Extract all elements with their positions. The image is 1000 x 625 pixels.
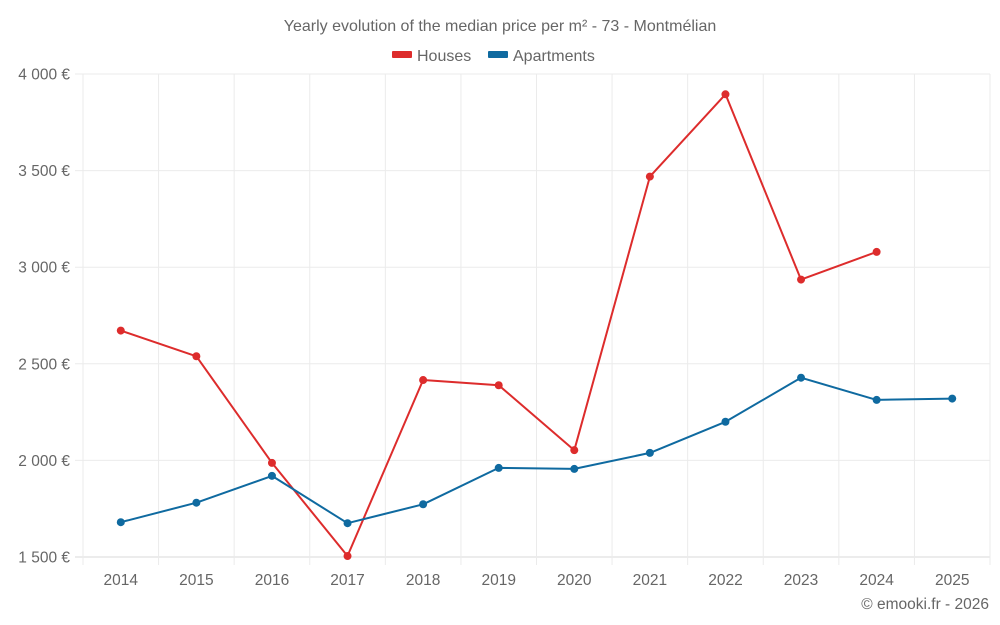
data-point-houses-2018[interactable] <box>419 376 428 385</box>
legend-swatch-houses <box>392 51 412 58</box>
legend-swatch-apartments <box>488 51 508 58</box>
data-point-houses-2021[interactable] <box>645 172 654 181</box>
data-point-houses-2020[interactable] <box>570 446 579 455</box>
y-tick-label: 3 000 € <box>18 260 70 277</box>
data-point-apartments-2021[interactable] <box>645 448 654 457</box>
series-houses <box>116 90 881 561</box>
data-point-apartments-2018[interactable] <box>419 500 428 509</box>
x-tick-label: 2021 <box>633 572 667 589</box>
x-tick-label: 2025 <box>935 572 969 589</box>
grid <box>75 73 991 565</box>
y-tick-label: 3 500 € <box>18 163 70 180</box>
x-axis: 2014 2015 2016 2017 2018 2019 2020 2021 2022 2023… <box>104 572 970 589</box>
credit-text: © emooki.fr - 2026 <box>861 596 989 613</box>
x-tick-label: 2018 <box>406 572 440 589</box>
data-point-houses-2022[interactable] <box>721 90 730 99</box>
data-point-apartments-2025[interactable] <box>948 394 957 403</box>
data-point-apartments-2017[interactable] <box>343 519 352 528</box>
x-tick-label: 2014 <box>104 572 139 589</box>
data-point-apartments-2014[interactable] <box>116 518 125 527</box>
data-point-apartments-2015[interactable] <box>192 498 201 507</box>
series-apartments <box>116 373 957 528</box>
y-tick-label: 2 500 € <box>18 356 70 373</box>
legend: Houses Apartments <box>392 48 595 65</box>
data-point-houses-2016[interactable] <box>267 458 276 467</box>
chart-title: Yearly evolution of the median price per… <box>284 18 717 35</box>
data-point-apartments-2020[interactable] <box>570 464 579 473</box>
y-axis: 1 500 € 2 000 € 2 500 € 3 000 € 3 500 € 4 000… <box>18 67 70 567</box>
y-tick-label: 1 500 € <box>18 550 70 567</box>
data-point-houses-2024[interactable] <box>872 247 881 256</box>
y-tick-label: 4 000 € <box>18 67 70 84</box>
data-point-apartments-2023[interactable] <box>797 373 806 382</box>
y-tick-label: 2 000 € <box>18 453 70 470</box>
series <box>116 90 957 561</box>
x-tick-label: 2023 <box>784 572 818 589</box>
x-tick-label: 2024 <box>859 572 894 589</box>
data-point-houses-2023[interactable] <box>797 275 806 284</box>
data-point-apartments-2019[interactable] <box>494 463 503 472</box>
x-tick-label: 2015 <box>179 572 213 589</box>
data-point-houses-2017[interactable] <box>343 552 352 561</box>
legend-label-houses[interactable]: Houses <box>417 48 471 65</box>
x-tick-label: 2016 <box>255 572 289 589</box>
data-point-houses-2019[interactable] <box>494 381 503 390</box>
series-line-apartments <box>120 376 953 525</box>
data-point-apartments-2016[interactable] <box>267 471 276 480</box>
data-point-apartments-2022[interactable] <box>721 417 730 426</box>
x-tick-label: 2022 <box>708 572 742 589</box>
data-point-houses-2014[interactable] <box>116 326 125 335</box>
legend-label-apartments[interactable]: Apartments <box>513 48 595 65</box>
x-tick-label: 2019 <box>481 572 515 589</box>
data-point-houses-2015[interactable] <box>192 352 201 361</box>
data-point-apartments-2024[interactable] <box>872 395 881 404</box>
x-tick-label: 2020 <box>557 572 592 589</box>
x-tick-label: 2017 <box>330 572 364 589</box>
